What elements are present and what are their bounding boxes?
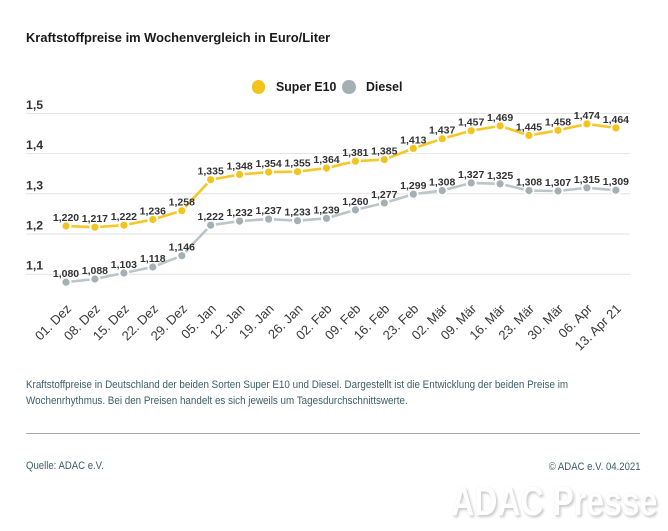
svg-text:1,437: 1,437 [429,125,455,137]
svg-text:1,217: 1,217 [82,213,108,225]
svg-text:1,2: 1,2 [26,219,43,233]
svg-text:1,469: 1,469 [487,112,513,124]
svg-text:1,232: 1,232 [226,207,252,219]
svg-text:1,327: 1,327 [458,169,484,181]
svg-text:1,239: 1,239 [313,204,339,216]
svg-text:1,309: 1,309 [603,176,629,188]
svg-text:1,445: 1,445 [516,122,542,134]
svg-text:1,299: 1,299 [400,180,426,192]
svg-text:1,080: 1,080 [53,268,79,280]
svg-text:1,325: 1,325 [487,170,513,182]
svg-text:1,307: 1,307 [545,177,571,189]
svg-text:1,258: 1,258 [169,197,195,209]
svg-text:1,385: 1,385 [371,146,397,158]
svg-text:1,308: 1,308 [516,177,542,189]
svg-text:1,146: 1,146 [169,242,195,254]
svg-text:1,118: 1,118 [140,253,166,265]
svg-text:1,458: 1,458 [545,116,571,128]
svg-text:1,277: 1,277 [371,189,397,201]
svg-text:1,308: 1,308 [429,177,455,189]
svg-text:1,354: 1,354 [255,158,281,170]
svg-text:1,5: 1,5 [26,98,43,112]
svg-text:1,355: 1,355 [284,158,310,170]
svg-text:1,236: 1,236 [140,206,166,218]
svg-text:1,222: 1,222 [198,211,224,223]
svg-text:1,260: 1,260 [342,196,368,208]
svg-text:1,222: 1,222 [111,211,137,223]
svg-text:1,413: 1,413 [400,134,426,146]
svg-text:1,457: 1,457 [458,117,484,129]
svg-text:1,088: 1,088 [82,265,108,277]
svg-text:1,474: 1,474 [574,110,600,122]
svg-text:1,1: 1,1 [26,259,43,273]
svg-text:1,381: 1,381 [342,147,368,159]
svg-text:1,364: 1,364 [313,154,339,166]
svg-text:1,233: 1,233 [284,207,310,219]
svg-text:1,103: 1,103 [111,259,137,271]
svg-text:1,220: 1,220 [53,212,79,224]
svg-text:1,348: 1,348 [226,161,252,173]
svg-text:1,335: 1,335 [198,166,224,178]
svg-text:1,464: 1,464 [603,114,629,126]
svg-text:1,237: 1,237 [255,205,281,217]
svg-text:1,315: 1,315 [574,174,600,186]
svg-text:1,3: 1,3 [26,178,43,192]
svg-text:1,4: 1,4 [26,138,43,152]
